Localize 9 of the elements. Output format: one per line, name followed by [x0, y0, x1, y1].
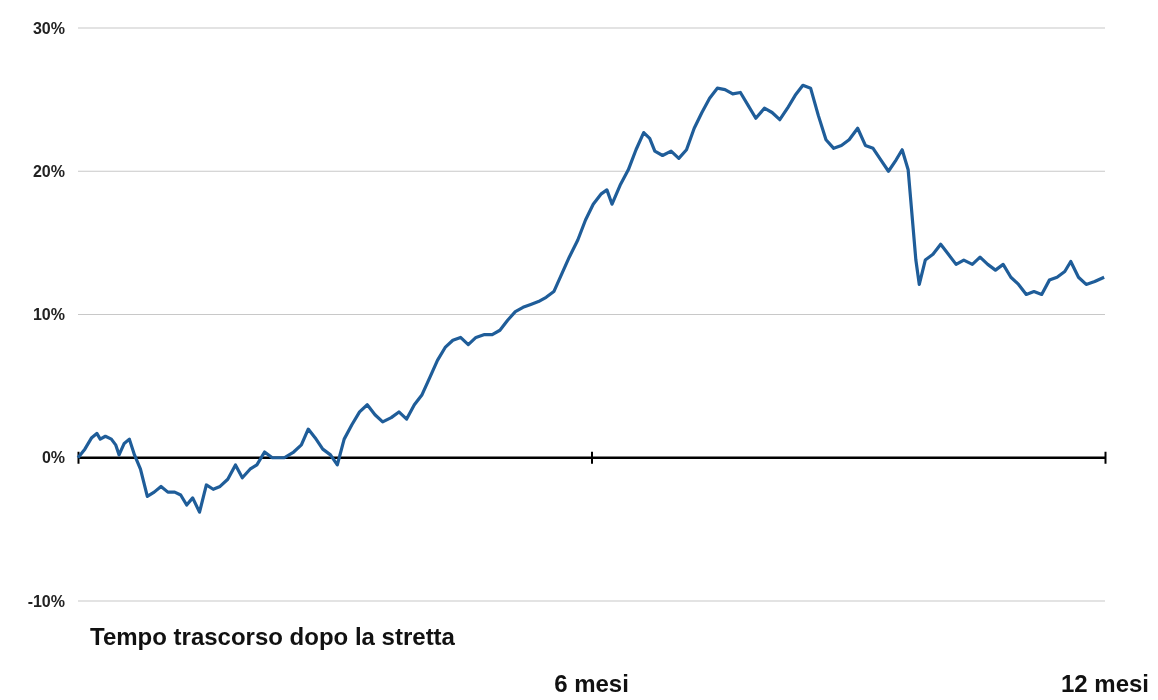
x-axis-title: Tempo trascorso dopo la stretta — [90, 623, 456, 650]
x-tick-label: 6 mesi — [554, 670, 629, 697]
y-tick-label: 0% — [41, 449, 65, 467]
y-tick-label: 10% — [32, 306, 65, 324]
y-tick-label: 20% — [32, 162, 65, 180]
y-tick-label: 30% — [32, 19, 65, 37]
x-tick-label: 12 mesi — [1060, 670, 1150, 697]
y-tick-label: -10% — [27, 592, 65, 610]
line-series — [76, 83, 1106, 514]
